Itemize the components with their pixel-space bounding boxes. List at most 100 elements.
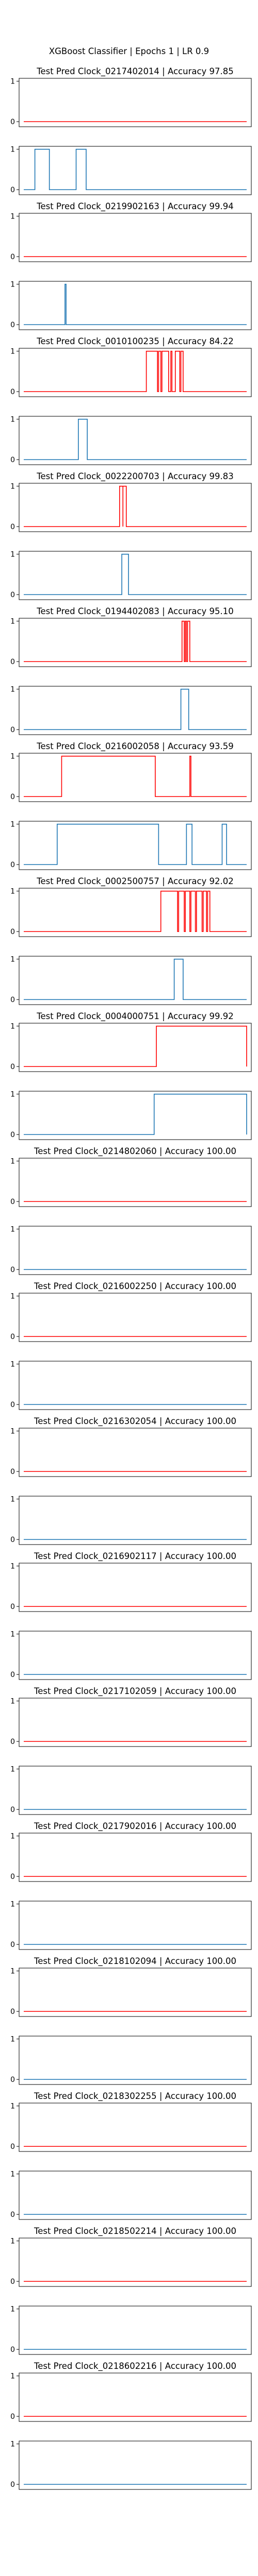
y-tick-label: 0	[10, 1806, 15, 1814]
y-tick-label: 0	[10, 321, 15, 329]
truth-series-line	[24, 148, 247, 190]
truth-series-line	[24, 1093, 247, 1135]
pred-axes-17: Test Pred Clock_0218602216 | Accuracy 10…	[10, 2361, 252, 2422]
subplot-title: Test Pred Clock_0216002058 | Accuracy 93…	[36, 741, 234, 752]
y-tick-label: 0	[10, 118, 15, 126]
axes-frame	[19, 281, 252, 330]
truth-axes-6: 01	[10, 956, 252, 1005]
pred-series-line	[24, 350, 247, 392]
axes-frame	[19, 1023, 252, 1072]
y-tick-label: 0	[10, 793, 15, 801]
axes-frame	[19, 2238, 252, 2287]
y-tick-label: 0	[10, 186, 15, 194]
axes-frame	[19, 1226, 252, 1275]
y-tick-label: 1	[10, 1023, 15, 1031]
axes-frame	[19, 888, 252, 937]
y-tick-label: 0	[10, 2278, 15, 2286]
y-tick-label: 1	[10, 686, 15, 694]
pred-series-line	[24, 485, 247, 527]
axes-frame	[19, 753, 252, 802]
y-tick-label: 1	[10, 1226, 15, 1234]
axes-frame	[19, 1968, 252, 2017]
axes-frame	[19, 2103, 252, 2152]
axes-frame	[19, 2372, 252, 2422]
pred-axes-9: Test Pred Clock_0216002250 | Accuracy 10…	[10, 1281, 252, 1342]
y-tick-label: 0	[10, 456, 15, 464]
axes-frame	[19, 348, 252, 397]
y-tick-label: 1	[10, 1293, 15, 1301]
y-tick-label: 1	[10, 821, 15, 829]
axes-frame	[19, 213, 252, 262]
axes-frame	[19, 1496, 252, 1545]
subplot-title: Test Pred Clock_0219902163 | Accuracy 99…	[36, 201, 234, 212]
subplot-title: Test Pred Clock_0004000751 | Accuracy 99…	[36, 1011, 234, 1022]
y-tick-label: 1	[10, 1968, 15, 1976]
y-tick-label: 1	[10, 1631, 15, 1639]
y-tick-label: 1	[10, 956, 15, 964]
y-tick-label: 0	[10, 2413, 15, 2421]
y-tick-label: 0	[10, 1603, 15, 1611]
subplot-title: Test Pred Clock_0217102059 | Accuracy 10…	[34, 1686, 236, 1697]
y-tick-label: 1	[10, 1901, 15, 1909]
y-tick-label: 1	[10, 2372, 15, 2381]
truth-axes-17: 01	[10, 2441, 252, 2490]
pred-axes-2: Test Pred Clock_0010100235 | Accuracy 84…	[10, 336, 252, 397]
y-tick-label: 1	[10, 1766, 15, 1774]
truth-axes-11: 01	[10, 1631, 252, 1680]
subplot-title: Test Pred Clock_0218102094 | Accuracy 10…	[34, 1956, 236, 1967]
pred-axes-5: Test Pred Clock_0216002058 | Accuracy 93…	[10, 741, 252, 802]
y-tick-label: 0	[10, 726, 15, 734]
axes-frame	[19, 1766, 252, 1815]
pred-series-line	[24, 755, 247, 797]
truth-series-line	[24, 688, 247, 730]
axes-frame	[19, 1091, 252, 1140]
truth-axes-3: 01	[10, 551, 252, 600]
axes-frame	[19, 1901, 252, 1950]
pred-axes-16: Test Pred Clock_0218502214 | Accuracy 10…	[10, 2226, 252, 2287]
subplot-title: Test Pred Clock_0216302054 | Accuracy 10…	[34, 1416, 236, 1427]
pred-axes-15: Test Pred Clock_0218302255 | Accuracy 10…	[10, 2091, 252, 2152]
y-tick-label: 1	[10, 1698, 15, 1706]
y-tick-label: 1	[10, 483, 15, 491]
subplot-title: Test Pred Clock_0218302255 | Accuracy 10…	[34, 2091, 236, 2102]
truth-axes-12: 01	[10, 1766, 252, 1815]
pred-axes-14: Test Pred Clock_0218102094 | Accuracy 10…	[10, 1956, 252, 2017]
axes-frame	[19, 78, 252, 127]
axes-frame	[19, 2171, 252, 2220]
y-tick-label: 0	[10, 1536, 15, 1544]
axes-frame	[19, 1293, 252, 1342]
y-tick-label: 1	[10, 2103, 15, 2111]
subplot-title: Test Pred Clock_0002500757 | Accuracy 92…	[36, 876, 234, 887]
figure-suptitle: XGBoost Classifier | Epochs 1 | LR 0.9	[49, 46, 209, 56]
truth-series-line	[24, 418, 247, 460]
y-tick-label: 0	[10, 253, 15, 261]
truth-axes-0: 01	[10, 146, 252, 195]
truth-axes-10: 01	[10, 1496, 252, 1545]
axes-frame	[19, 1361, 252, 1410]
truth-axes-16: 01	[10, 2306, 252, 2355]
y-tick-label: 0	[10, 2143, 15, 2151]
y-tick-label: 0	[10, 1131, 15, 1139]
subplot-title: Test Pred Clock_0216002250 | Accuracy 10…	[34, 1281, 236, 1292]
truth-series-line	[24, 553, 247, 595]
y-tick-label: 1	[10, 146, 15, 154]
axes-frame	[19, 1563, 252, 1612]
axes-frame	[19, 1833, 252, 1882]
y-tick-label: 1	[10, 1158, 15, 1166]
y-tick-label: 0	[10, 1873, 15, 1881]
y-tick-label: 1	[10, 753, 15, 761]
y-tick-label: 1	[10, 348, 15, 356]
subplot-title: Test Pred Clock_0217902016 | Accuracy 10…	[34, 1821, 236, 1832]
subplot-title: Test Pred Clock_0022200703 | Accuracy 99…	[36, 471, 234, 482]
axes-frame	[19, 483, 252, 532]
y-tick-label: 0	[10, 1063, 15, 1071]
truth-axes-14: 01	[10, 2036, 252, 2085]
y-tick-label: 1	[10, 1563, 15, 1571]
axes-frame	[19, 2441, 252, 2490]
y-tick-label: 0	[10, 1738, 15, 1746]
y-tick-label: 1	[10, 2306, 15, 2314]
axes-frame	[19, 2036, 252, 2085]
y-tick-label: 1	[10, 2171, 15, 2179]
truth-series-line	[24, 823, 247, 865]
